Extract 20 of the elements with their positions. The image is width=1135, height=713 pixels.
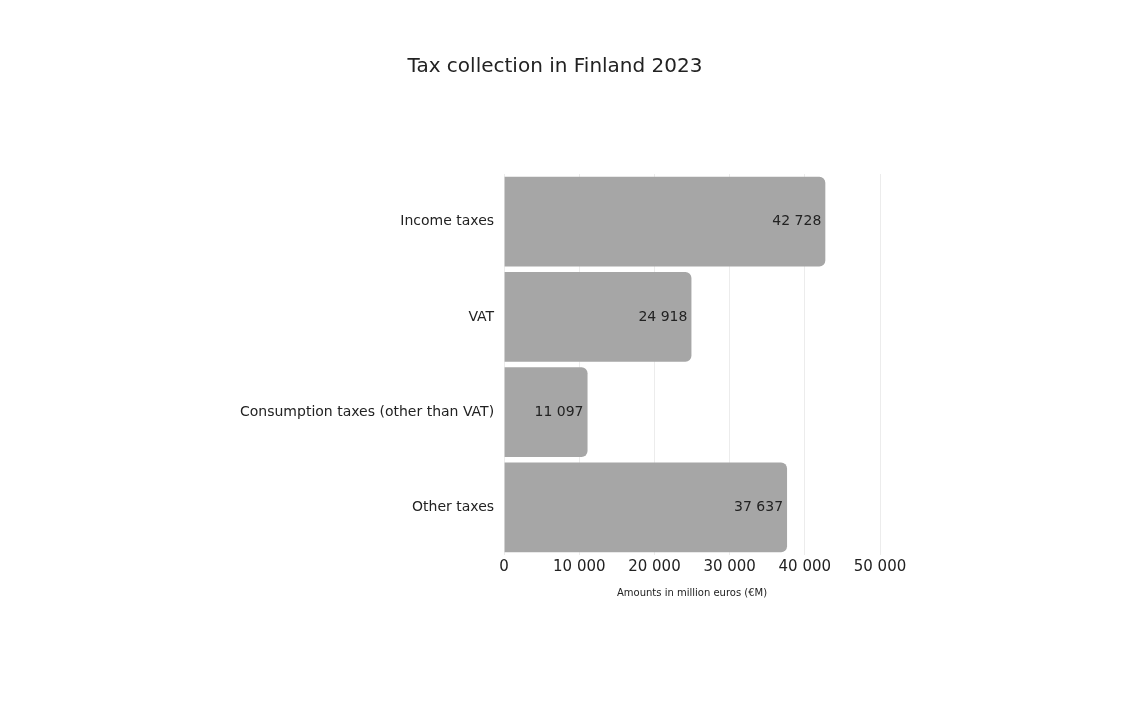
bar — [504, 272, 692, 362]
data-label: 11 097 — [534, 402, 584, 419]
x-tick-label: 40 000 — [778, 556, 832, 575]
x-tick-label: 0 — [499, 556, 509, 575]
x-tick-label: 30 000 — [703, 556, 756, 575]
data-label: 42 728 — [772, 212, 822, 229]
data-label: 37 637 — [734, 498, 784, 515]
y-tick-label: VAT — [468, 307, 495, 324]
y-tick-label: Consumption taxes (other than VAT) — [239, 402, 495, 419]
x-axis-title: Amounts in million euros (€M) — [616, 586, 768, 598]
y-tick-label: Income taxes — [400, 212, 495, 229]
bar — [504, 367, 588, 457]
x-tick-label: 50 000 — [853, 556, 907, 575]
bar — [504, 462, 788, 553]
x-tick-label: 20 000 — [628, 556, 681, 575]
bar — [504, 176, 826, 267]
chart-title: Tax collection in Finland 2023 — [406, 53, 703, 78]
data-label: 24 918 — [638, 307, 688, 324]
y-tick-label: Other taxes — [412, 498, 495, 515]
x-tick-label: 10 000 — [553, 556, 606, 575]
